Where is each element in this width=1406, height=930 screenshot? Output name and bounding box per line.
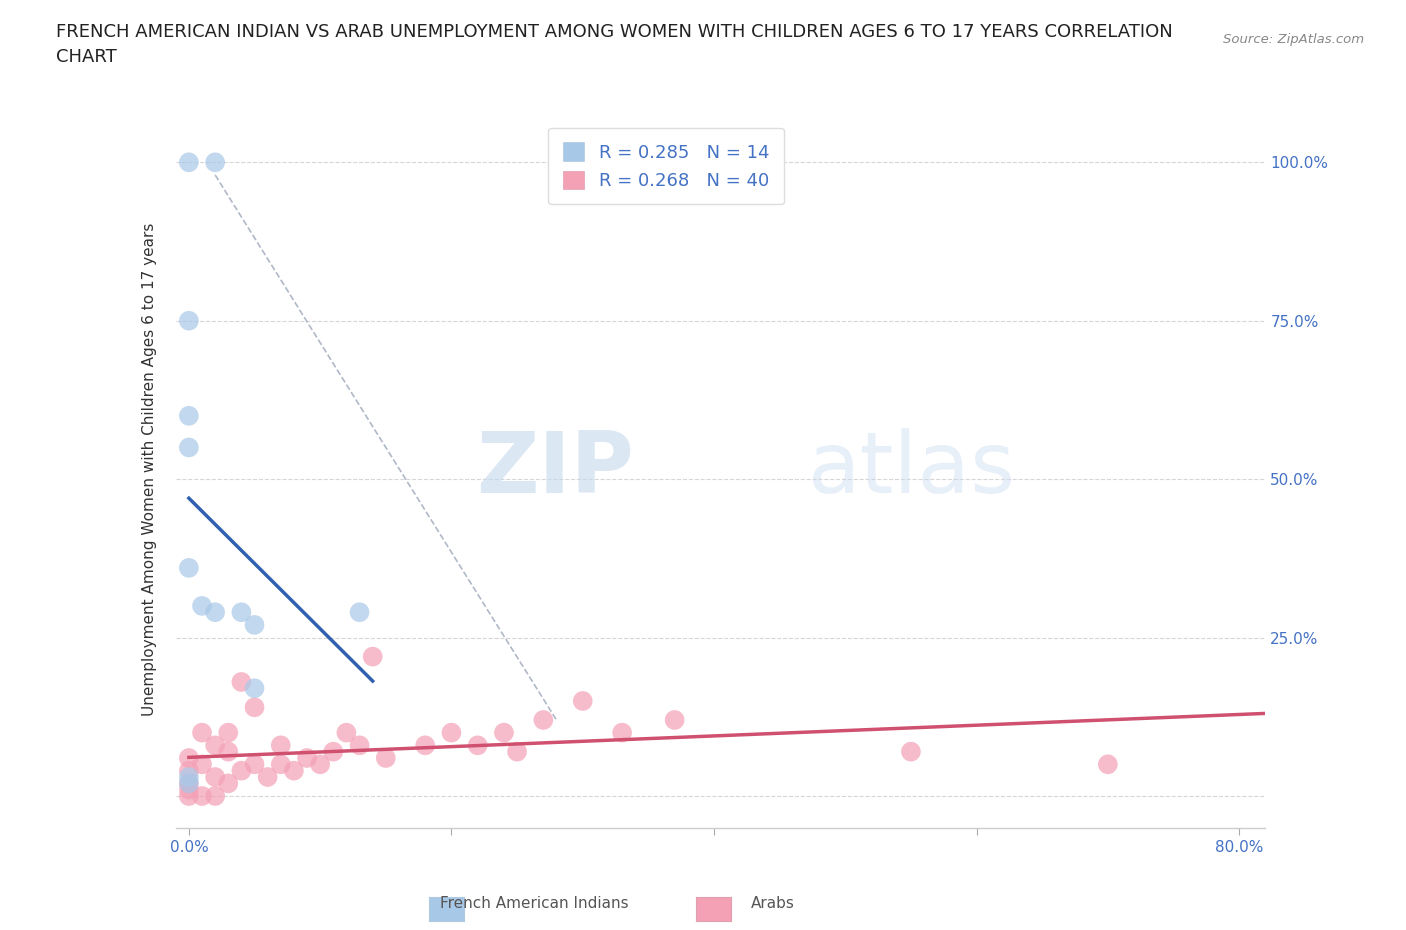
Text: atlas: atlas — [807, 428, 1015, 512]
Point — [177, 782, 200, 797]
Point — [309, 757, 332, 772]
Point — [217, 776, 239, 790]
Point — [217, 744, 239, 759]
Point — [374, 751, 396, 765]
Point — [204, 155, 226, 170]
Point — [177, 776, 200, 790]
Point — [177, 561, 200, 576]
Point — [231, 604, 253, 619]
Text: ZIP: ZIP — [475, 428, 633, 512]
Point — [243, 757, 266, 772]
Point — [204, 737, 226, 752]
Point — [413, 737, 436, 752]
Point — [231, 674, 253, 689]
Point — [664, 712, 686, 727]
Point — [506, 744, 529, 759]
Point — [177, 764, 200, 778]
Point — [191, 757, 214, 772]
Point — [531, 712, 554, 727]
Point — [177, 408, 200, 423]
Point — [492, 725, 515, 740]
Point — [243, 700, 266, 715]
Point — [335, 725, 357, 740]
Point — [204, 769, 226, 784]
Point — [571, 694, 593, 709]
Point — [177, 776, 200, 790]
Point — [177, 313, 200, 328]
Point — [177, 155, 200, 170]
Text: Arabs: Arabs — [751, 897, 796, 911]
Point — [204, 604, 226, 619]
Point — [270, 737, 292, 752]
Point — [191, 599, 214, 614]
Point — [349, 737, 371, 752]
Point — [191, 789, 214, 804]
Point — [283, 764, 305, 778]
Point — [322, 744, 344, 759]
Point — [217, 725, 239, 740]
Point — [177, 440, 200, 455]
Point — [467, 737, 489, 752]
Point — [243, 618, 266, 632]
Point — [361, 649, 384, 664]
Text: FRENCH AMERICAN INDIAN VS ARAB UNEMPLOYMENT AMONG WOMEN WITH CHILDREN AGES 6 TO : FRENCH AMERICAN INDIAN VS ARAB UNEMPLOYM… — [56, 23, 1173, 66]
Point — [270, 757, 292, 772]
Point — [440, 725, 463, 740]
Point — [243, 681, 266, 696]
Point — [204, 789, 226, 804]
Point — [610, 725, 633, 740]
Point — [177, 789, 200, 804]
Point — [256, 769, 278, 784]
Point — [231, 764, 253, 778]
Text: French American Indians: French American Indians — [440, 897, 628, 911]
Point — [900, 744, 922, 759]
Legend: R = 0.285   N = 14, R = 0.268   N = 40: R = 0.285 N = 14, R = 0.268 N = 40 — [548, 127, 783, 205]
Text: Source: ZipAtlas.com: Source: ZipAtlas.com — [1223, 33, 1364, 46]
Point — [191, 725, 214, 740]
Point — [177, 751, 200, 765]
Point — [349, 604, 371, 619]
Point — [295, 751, 318, 765]
Y-axis label: Unemployment Among Women with Children Ages 6 to 17 years: Unemployment Among Women with Children A… — [142, 223, 157, 716]
Point — [1097, 757, 1119, 772]
Point — [177, 769, 200, 784]
